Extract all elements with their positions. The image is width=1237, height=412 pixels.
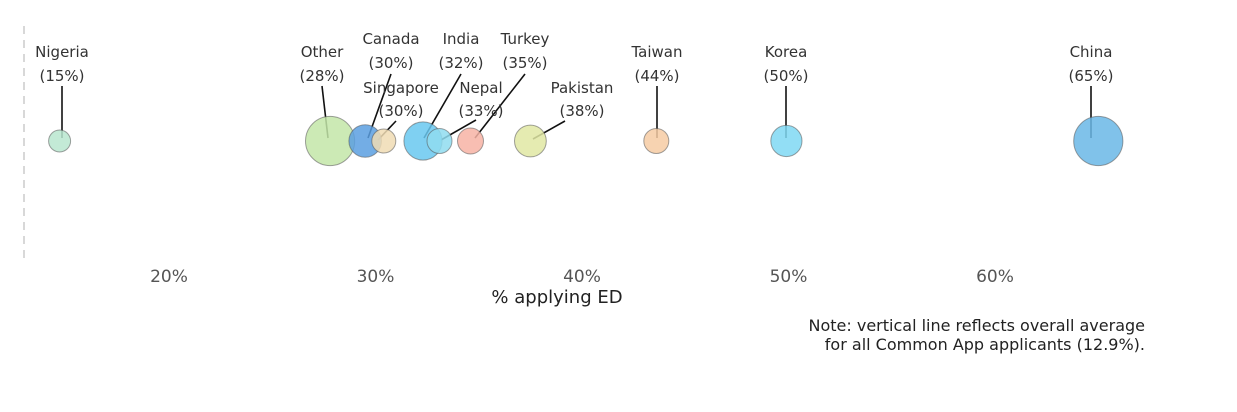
bubble-layer [48,115,1124,167]
pct-label-korea: (50%) [763,67,808,85]
bubble-china [1073,115,1124,167]
x-tick-label: 50% [770,267,808,287]
bubble-turkey [457,127,484,155]
pct-label-china: (65%) [1068,67,1113,85]
bubble-nigeria [48,129,72,153]
pct-label-other: (28%) [299,67,344,85]
x-tick-label: 40% [563,267,601,287]
country-label-taiwan: Taiwan [630,43,682,61]
country-label-pakistan: Pakistan [551,79,614,97]
x-axis-ticks: 20% 30% 40% 50% 60% [150,267,1014,287]
country-label-turkey: Turkey [500,30,550,48]
x-axis-title: % applying ED [491,287,622,308]
bubble-nepal [426,128,453,154]
x-tick-label: 30% [357,267,395,287]
note-line-2: for all Common App applicants (12.9%). [825,335,1145,354]
pct-label-canada: (30%) [368,54,413,72]
country-label-other: Other [301,43,344,61]
pct-label-nigeria: (15%) [39,67,84,85]
bubble-korea [770,124,803,158]
country-label-canada: Canada [362,30,419,48]
country-label-nigeria: Nigeria [35,43,89,61]
country-label-india: India [443,30,480,48]
country-label-singapore: Singapore [363,79,439,97]
x-tick-label: 60% [976,267,1014,287]
pct-label-nepal: (33%) [458,102,503,120]
pct-label-taiwan: (44%) [634,67,679,85]
leader-line-turkey [474,73,526,139]
pct-label-pakistan: (38%) [559,102,604,120]
country-label-china: China [1070,43,1113,61]
pct-label-turkey: (35%) [502,54,547,72]
country-label-korea: Korea [765,43,808,61]
bubble-pakistan [514,124,547,158]
label-layer: Nigeria (15%) Other (28%) Canada (30%) Singapo… [35,30,1113,120]
country-label-nepal: Nepal [459,79,502,97]
bubble-singapore [371,128,397,154]
note-line-1: Note: vertical line reflects overall ave… [809,316,1146,335]
bubble-other [305,115,356,167]
x-tick-label: 20% [150,267,188,287]
pct-label-india: (32%) [438,54,483,72]
bubble-taiwan [643,128,670,154]
pct-label-singapore: (30%) [378,102,423,120]
